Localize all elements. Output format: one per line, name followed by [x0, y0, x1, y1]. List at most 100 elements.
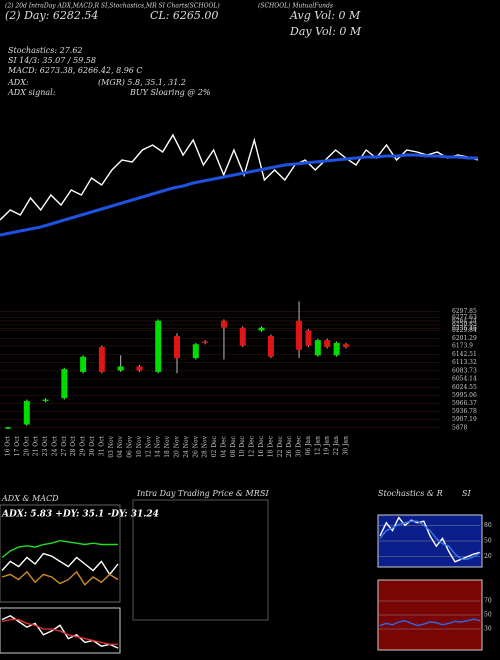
y-tick-label: 6250.85: [452, 321, 477, 328]
y-tick-label: 5936.78: [452, 408, 477, 415]
candle-body: [174, 335, 180, 359]
series-line: [379, 520, 481, 560]
x-tick-label: 28 Oct: [70, 435, 77, 456]
y-tick-label: 6024.55: [452, 384, 477, 391]
x-tick-label: 17 Oct: [14, 435, 21, 456]
x-tick-label: 08 Dec: [230, 435, 237, 457]
x-tick-label: 24 Oct: [51, 435, 58, 456]
x-tick-label: 16 Oct: [5, 435, 12, 456]
candle-body: [343, 344, 349, 348]
x-tick-label: 22 Dec: [277, 435, 284, 457]
panel-title: Stochastics & R: [378, 489, 443, 498]
y-tick-label: 50: [484, 538, 492, 545]
x-tick-label: 31 Oct: [98, 435, 105, 456]
x-tick-label: 16 Dec: [258, 435, 265, 457]
candle-body: [258, 327, 265, 331]
y-tick-label: 6142.51: [452, 351, 477, 358]
candle-body: [5, 427, 11, 429]
candle-body: [80, 356, 87, 372]
panel-subtitle: ADX: 5.83 +DY: 35.1 -DY: 31.24: [1, 510, 159, 520]
x-tick-label: 30 Oct: [89, 435, 96, 456]
candle-body: [220, 320, 227, 328]
y-tick-label: 5995.06: [452, 392, 477, 399]
series-line: [0, 133, 479, 221]
panel-subtitle: SI: [260, 489, 269, 498]
series-line: [1, 618, 118, 645]
y-tick-label: 50: [484, 612, 492, 619]
series-line: [1, 614, 119, 649]
series-line: [0, 153, 478, 237]
x-tick-label: 04 Nov: [117, 435, 124, 457]
panel-subtitle: SI: [462, 489, 471, 498]
x-tick-label: 30 Dec: [296, 435, 303, 457]
series-line: [1, 539, 118, 559]
x-tick-label: 12 Jan: [314, 436, 321, 456]
y-tick-label: 6083.73: [452, 367, 477, 374]
x-tick-label: 24 Nov: [183, 435, 190, 457]
series-line: [1, 570, 119, 586]
x-tick-label: 19 Jan: [324, 436, 331, 456]
candle-body: [192, 344, 199, 359]
y-tick-label: 5907.19: [452, 416, 477, 423]
x-tick-label: 21 Oct: [33, 435, 40, 456]
x-tick-label: 28 Nov: [202, 435, 209, 457]
y-tick-label: 5878: [452, 424, 467, 431]
x-tick-label: 26 Nov: [192, 435, 199, 457]
x-tick-label: 20 Nov: [174, 435, 181, 457]
avg-vol: Avg Vol: 0 M: [289, 9, 361, 22]
adx-box: [0, 504, 121, 603]
x-tick-label: 20 Oct: [23, 435, 30, 456]
macd-box: [0, 607, 121, 654]
candle-body: [23, 400, 30, 425]
x-tick-label: 02 Dec: [211, 435, 218, 457]
y-tick-label: 6264.24: [452, 317, 477, 324]
candle-body: [239, 327, 246, 346]
y-tick-label: 80: [484, 522, 492, 529]
si-text: SI 14/3: 35.07 / 59.58: [8, 56, 96, 65]
candle-body: [42, 399, 49, 401]
x-tick-label: 03 Nov: [108, 435, 115, 457]
y-tick-label: 6277.63: [452, 314, 477, 321]
y-tick-label: 6201.29: [452, 335, 477, 342]
panel-title: Intra Day Trading Price & MR: [136, 489, 260, 498]
y-tick-label: 6173.9: [452, 342, 473, 349]
y-tick-label: 6229.84: [452, 327, 477, 334]
candle-body: [324, 340, 331, 348]
adx-signal: BUY Sloaring @ 2%: [129, 88, 211, 97]
header-title: (2) 20d IntraDay ADX,MACD,R SI,Stochasti…: [5, 3, 220, 10]
x-tick-label: 10 Dec: [239, 435, 246, 457]
x-tick-label: 26 Dec: [286, 435, 293, 457]
x-tick-label: 27 Oct: [61, 435, 68, 456]
y-tick-label: 5966.37: [452, 400, 477, 407]
y-tick-label: 6297.85: [452, 308, 477, 315]
y-tick-label: 6113.32: [452, 359, 477, 366]
x-tick-label: 04 Dec: [220, 435, 227, 457]
x-tick-label: 22 Jan: [333, 436, 340, 456]
x-tick-label: 14 Nov: [155, 435, 162, 457]
stoch-text: Stochastics: 27.62: [8, 46, 83, 55]
candle-body: [117, 366, 124, 371]
series-line: [379, 516, 481, 563]
y-tick-label: 70: [484, 598, 492, 605]
y-tick-label: 6236.46: [452, 325, 477, 332]
series-line: [379, 618, 481, 627]
macd-text: MACD: 6273.38, 6266.42, 8.96 C: [7, 66, 143, 75]
y-tick-label: 20: [484, 553, 492, 560]
candle-body: [155, 320, 162, 372]
candle-body: [267, 335, 274, 357]
candle-body: [136, 366, 143, 371]
x-tick-label: 10 Nov: [136, 435, 143, 457]
x-tick-label: 18 Nov: [164, 435, 171, 457]
candle-body: [296, 320, 303, 350]
y-tick-label: 6054.14: [452, 376, 477, 383]
candle-body: [314, 340, 321, 356]
close-price: CL: 6265.00: [150, 9, 218, 22]
candle-body: [305, 330, 312, 346]
header-title-b: (SCHOOL) MutualFunds: [258, 3, 333, 10]
intraday-box: [132, 499, 269, 621]
candle-body: [333, 342, 340, 356]
x-tick-label: 30 Jan: [343, 436, 350, 456]
x-tick-label: 06 Jan: [305, 436, 312, 456]
